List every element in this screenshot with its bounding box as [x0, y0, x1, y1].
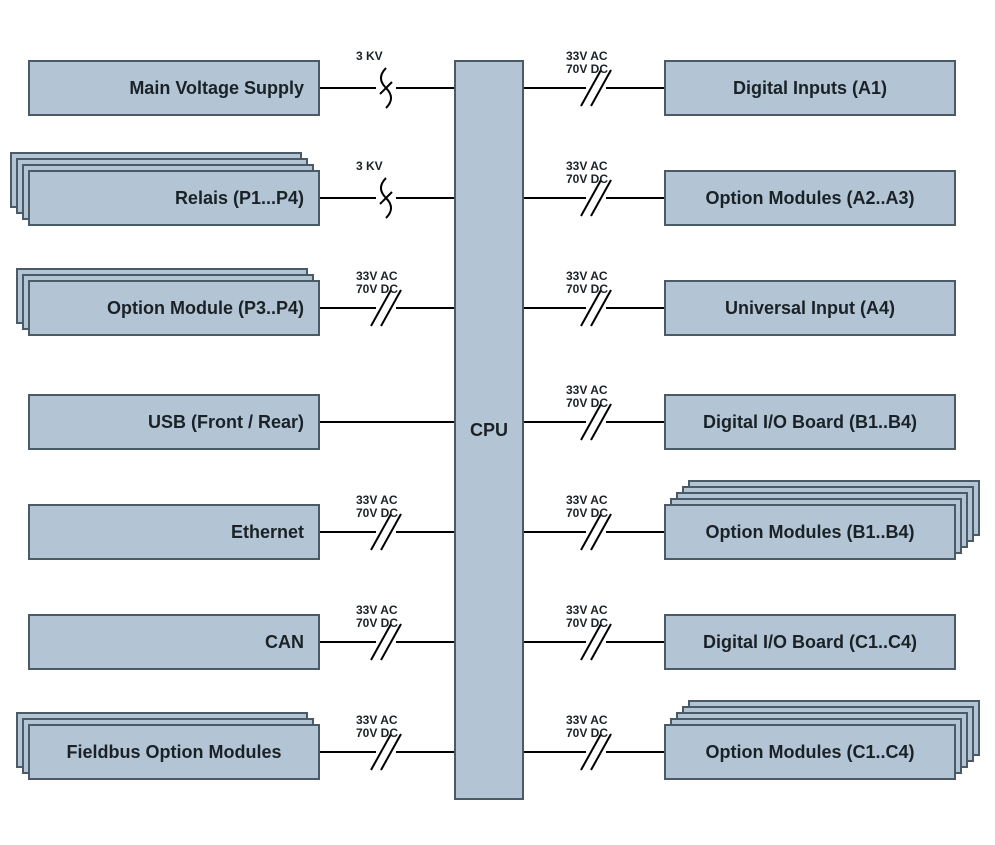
- break-label: 33V AC 70V DC: [566, 604, 608, 630]
- block-label: Digital Inputs (A1): [733, 78, 887, 99]
- break-label: 33V AC 70V DC: [566, 714, 608, 740]
- block-label: CAN: [265, 632, 304, 653]
- block-label: Option Module (P3..P4): [107, 298, 304, 319]
- right-block-6: Option Modules (C1..C4): [664, 724, 956, 780]
- block-label: Ethernet: [231, 522, 304, 543]
- right-block-2: Universal Input (A4): [664, 280, 956, 336]
- block-label: Fieldbus Option Modules: [67, 742, 282, 763]
- left-block-3: USB (Front / Rear): [28, 394, 320, 450]
- break-label: 33V AC 70V DC: [566, 384, 608, 410]
- left-block-2: Option Module (P3..P4): [28, 280, 320, 336]
- block-label: Digital I/O Board (B1..B4): [703, 412, 917, 433]
- block-diagram: CPU Main Voltage Supply 3 KV Relais (P1...P…: [0, 0, 995, 845]
- right-block-0: Digital Inputs (A1): [664, 60, 956, 116]
- block-label: Relais (P1...P4): [175, 188, 304, 209]
- block-label: Option Modules (B1..B4): [706, 522, 915, 543]
- block-label: Main Voltage Supply: [129, 78, 304, 99]
- break-label: 33V AC 70V DC: [566, 160, 608, 186]
- left-block-6: Fieldbus Option Modules: [28, 724, 320, 780]
- break-label: 33V AC 70V DC: [356, 270, 398, 296]
- left-block-4: Ethernet: [28, 504, 320, 560]
- block-label: Digital I/O Board (C1..C4): [703, 632, 917, 653]
- block-label: USB (Front / Rear): [148, 412, 304, 433]
- break-label: 3 KV: [356, 50, 383, 63]
- break-label: 33V AC 70V DC: [566, 270, 608, 296]
- block-label: Option Modules (A2..A3): [706, 188, 915, 209]
- cpu-block: CPU: [454, 60, 524, 800]
- break-label: 3 KV: [356, 160, 383, 173]
- right-block-5: Digital I/O Board (C1..C4): [664, 614, 956, 670]
- block-label: Universal Input (A4): [725, 298, 895, 319]
- break-label: 33V AC 70V DC: [356, 714, 398, 740]
- left-block-1: Relais (P1...P4): [28, 170, 320, 226]
- left-block-5: CAN: [28, 614, 320, 670]
- break-label: 33V AC 70V DC: [356, 604, 398, 630]
- right-block-1: Option Modules (A2..A3): [664, 170, 956, 226]
- block-label: Option Modules (C1..C4): [706, 742, 915, 763]
- break-label: 33V AC 70V DC: [356, 494, 398, 520]
- right-block-4: Option Modules (B1..B4): [664, 504, 956, 560]
- left-block-0: Main Voltage Supply: [28, 60, 320, 116]
- break-label: 33V AC 70V DC: [566, 494, 608, 520]
- break-label: 33V AC 70V DC: [566, 50, 608, 76]
- right-block-3: Digital I/O Board (B1..B4): [664, 394, 956, 450]
